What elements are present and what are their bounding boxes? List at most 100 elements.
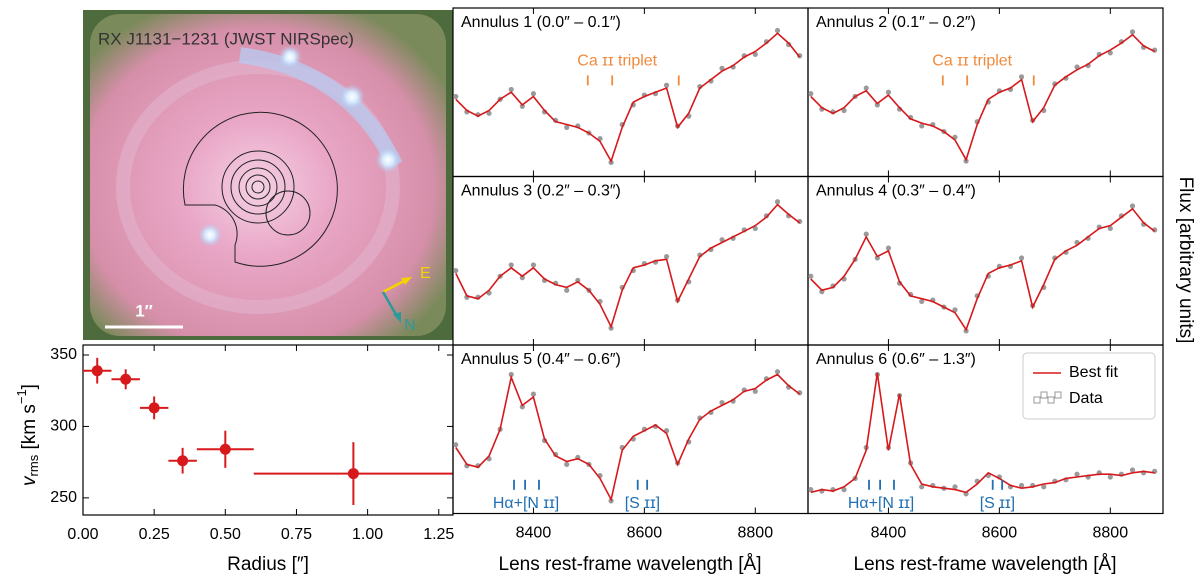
data-point	[863, 231, 869, 237]
data-point	[1018, 255, 1025, 261]
x-tick-label: 0.50	[210, 526, 241, 543]
panel-title: Annulus 4 (0.3″ – 0.4″)	[816, 183, 976, 200]
x-tick-label: 1.25	[423, 526, 454, 543]
data-point	[841, 487, 847, 493]
data-point	[774, 27, 781, 34]
y-tick-label: 250	[50, 489, 77, 506]
panel-title: Annulus 2 (0.1″ – 0.2″)	[816, 14, 976, 31]
legend-marker	[1054, 391, 1062, 399]
data-point	[663, 82, 670, 88]
x-tick-label: 8600	[982, 525, 1018, 542]
data-point	[952, 484, 958, 490]
data-point	[919, 298, 925, 305]
data-point	[453, 442, 459, 448]
data-point	[564, 287, 570, 293]
annotation: [S ɪɪ]	[980, 495, 1015, 512]
x-axis-label: Radius [″]	[227, 554, 309, 575]
scale-label: 1″	[135, 301, 153, 320]
plot-frame	[82, 344, 454, 516]
data-point	[530, 391, 537, 397]
model-line	[455, 373, 801, 502]
data-point	[541, 109, 548, 115]
data-point	[91, 365, 103, 377]
data-point	[453, 267, 459, 274]
panel-title: Annulus 3 (0.2″ – 0.3″)	[461, 183, 621, 200]
data-point	[896, 106, 903, 112]
data-point	[519, 404, 525, 410]
x-tick-label: 8600	[627, 525, 663, 542]
model-line	[810, 372, 1155, 494]
data-point	[530, 262, 537, 268]
annotation: Hα+[N ɪɪ]	[493, 495, 559, 512]
data-point	[519, 103, 525, 109]
legend-label: Best fit	[1069, 364, 1118, 381]
annotation: Ca ɪɪ triplet	[932, 53, 1012, 70]
data-point	[808, 487, 814, 493]
x-tick-label: 8400	[871, 525, 907, 542]
legend-marker	[1040, 391, 1048, 399]
data-point	[1129, 467, 1136, 473]
data-point	[508, 262, 514, 268]
data-point	[663, 253, 670, 260]
plot-frame	[807, 7, 1164, 178]
x-tick-label: 0.75	[281, 526, 312, 543]
y-label-exponent: −1	[14, 389, 29, 404]
data-point	[774, 369, 781, 375]
y-label-unit: [km s	[19, 404, 40, 455]
x-tick-label: 8800	[738, 525, 774, 542]
data-point	[885, 89, 892, 95]
x-tick-label: 0.00	[67, 526, 98, 543]
data-point	[508, 371, 514, 378]
data-point	[874, 102, 880, 108]
data-point	[774, 199, 781, 205]
data-point	[453, 93, 459, 100]
plot-frame	[807, 175, 1164, 346]
data-point	[752, 388, 758, 394]
data-point	[1018, 482, 1025, 489]
plot-frame	[452, 175, 809, 346]
x-axis-label: Lens rest-frame wavelength [Å]	[854, 554, 1117, 575]
data-point	[177, 455, 189, 467]
annotation: [S ɪɪ]	[625, 495, 660, 512]
data-point	[1129, 203, 1136, 209]
panel-title: Annulus 1 (0.0″ – 0.1″)	[461, 14, 621, 31]
legend-box	[1022, 352, 1156, 420]
annotation: Hα+[N ɪɪ]	[848, 495, 914, 512]
x-axis-label: Lens rest-frame wavelength [Å]	[499, 554, 762, 575]
legend-label: Data	[1069, 390, 1103, 407]
data-point	[120, 373, 132, 385]
data-point	[919, 484, 925, 490]
lens-image	[83, 10, 453, 340]
data-point	[347, 468, 359, 480]
plot-frame	[807, 344, 1164, 515]
data-point	[508, 86, 514, 93]
panel-title: Annulus 5 (0.4″ – 0.6″)	[461, 351, 621, 368]
east-label: E	[420, 265, 431, 282]
data-point	[1018, 74, 1025, 80]
data-point	[530, 91, 537, 97]
data-point	[219, 443, 231, 455]
y-tick-label: 300	[50, 418, 77, 435]
x-tick-label: 8800	[1093, 525, 1129, 542]
plot-frame	[452, 344, 809, 515]
data-point	[1107, 474, 1113, 480]
data-point	[564, 124, 570, 130]
model-line	[455, 203, 801, 329]
plot-frame	[452, 7, 809, 178]
north-label: N	[404, 317, 416, 334]
panel-title: Annulus 6 (0.6″ – 1.3″)	[816, 351, 976, 368]
x-tick-label: 0.25	[139, 526, 170, 543]
legend-marker	[1047, 396, 1055, 404]
data-point	[519, 275, 525, 281]
data-point	[808, 273, 814, 279]
data-point	[808, 91, 814, 97]
data-point	[885, 245, 892, 251]
model-line	[810, 33, 1156, 162]
y-axis-label: vrms [km s−1]	[14, 384, 41, 486]
data-point	[1129, 29, 1136, 35]
y-tick-label: 350	[50, 346, 77, 363]
annotation: Ca ɪɪ triplet	[577, 53, 657, 70]
y-label-subscript: rms	[26, 454, 41, 476]
model-line	[810, 207, 1156, 332]
